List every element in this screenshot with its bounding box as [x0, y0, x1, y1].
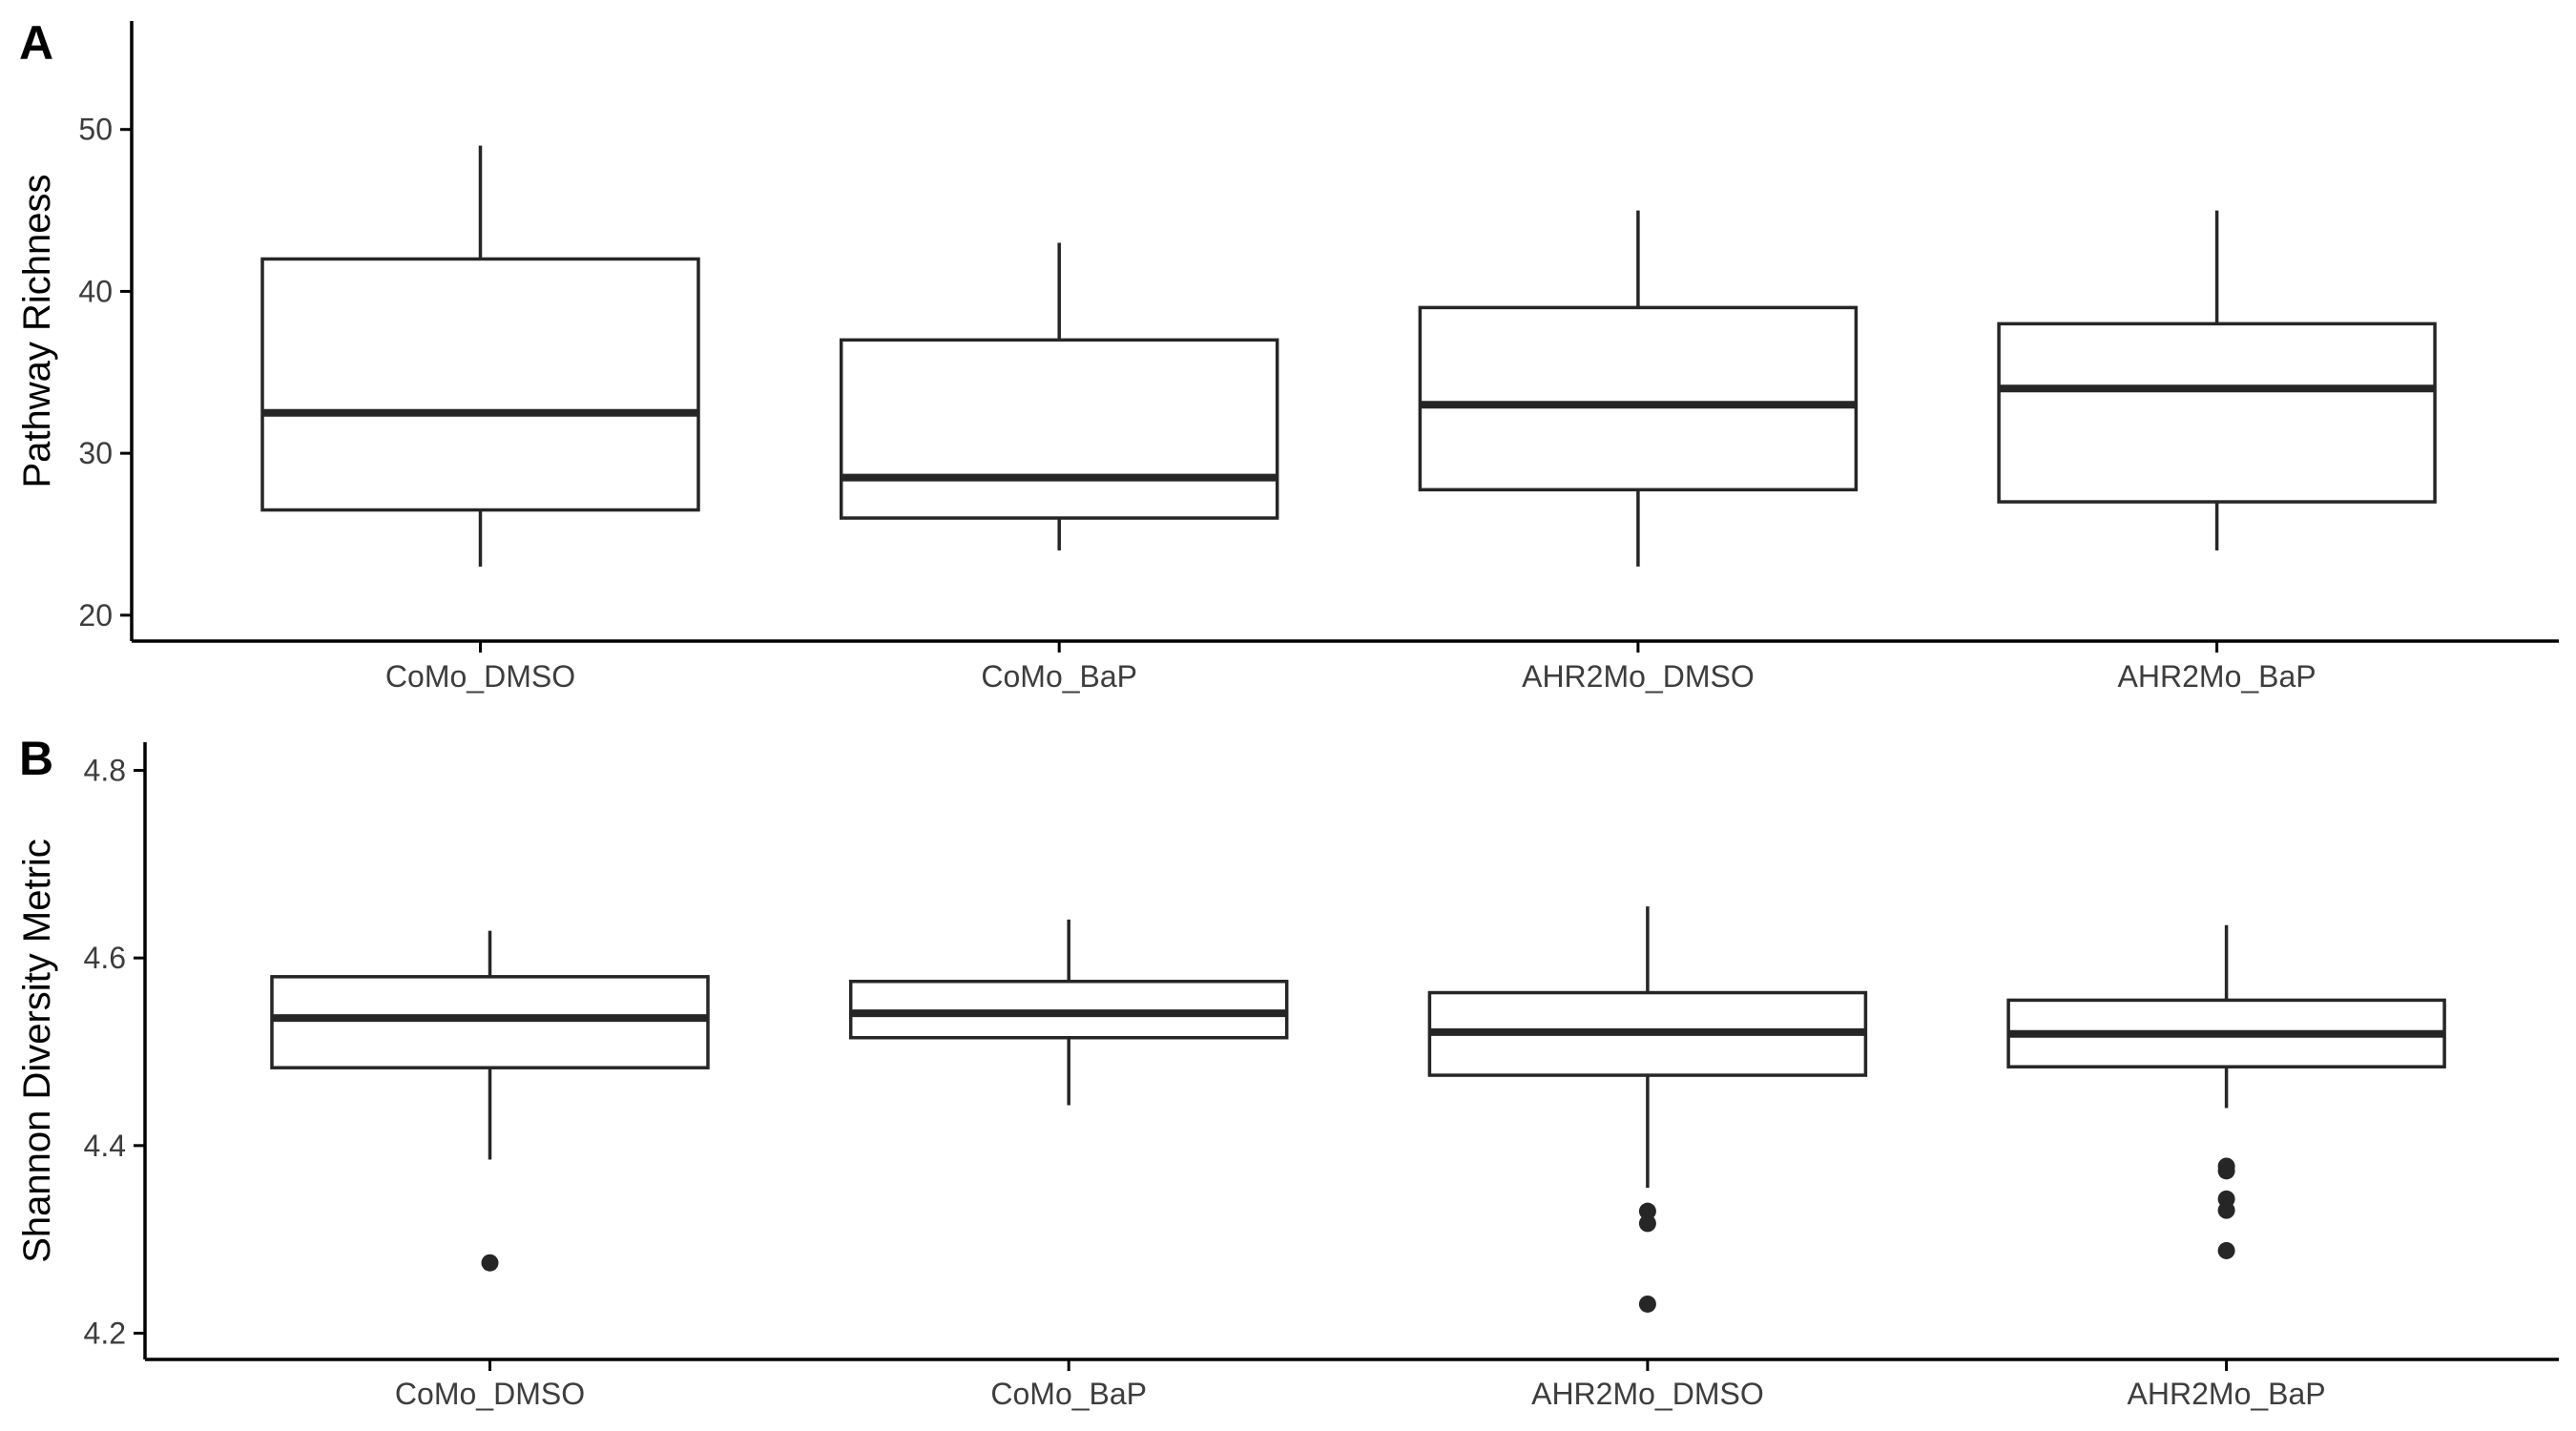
panel-letter: A — [19, 16, 53, 70]
box-como-bap — [848, 919, 1289, 1106]
outlier-point — [1638, 1295, 1656, 1313]
y-tick-label: 30 — [78, 436, 113, 470]
x-tick-label: CoMo_BaP — [981, 659, 1137, 694]
x-tick-label: CoMo_DMSO — [385, 659, 575, 694]
x-tick-label: AHR2Mo_BaP — [2118, 659, 2316, 694]
panel-a: A Pathway Richness 20 30 40 50 CoMo_DMSO CoMo_B… — [16, 16, 2559, 694]
y-axis-label: Pathway Richness — [16, 174, 58, 487]
box-como-bap — [839, 242, 1279, 550]
panel-b: B Shannon Diversity Metric 4.2 4.4 4.6 4.8 CoM… — [16, 732, 2559, 1411]
x-tick-label: CoMo_BaP — [990, 1377, 1147, 1411]
y-tick-label: 4.4 — [84, 1129, 126, 1163]
outlier-point — [1638, 1202, 1656, 1220]
x-tick-label: CoMo_DMSO — [395, 1377, 585, 1411]
box-rect — [1418, 305, 1859, 492]
x-tick-label: AHR2Mo_DMSO — [1522, 659, 1755, 694]
box-ahr2mo-bap — [2006, 924, 2446, 1259]
x-tick-label: AHR2Mo_BaP — [2128, 1377, 2326, 1411]
y-tick-label: 50 — [78, 113, 113, 147]
outlier-point — [1638, 1214, 1656, 1233]
x-tick-label: AHR2Mo_DMSO — [1531, 1377, 1764, 1411]
y-tick-label: 20 — [78, 598, 113, 633]
panel-letter: B — [19, 732, 53, 785]
box-ahr2mo-dmso — [1427, 906, 1868, 1313]
box-como-dmso — [260, 145, 700, 567]
outlier-point — [2217, 1241, 2235, 1259]
y-tick-label: 4.8 — [84, 753, 126, 787]
box-rect — [260, 257, 700, 512]
box-ahr2mo-bap — [1997, 210, 2437, 550]
box-ahr2mo-dmso — [1418, 210, 1859, 567]
y-tick-label: 40 — [78, 274, 113, 308]
y-axis-label: Shannon Diversity Metric — [16, 839, 58, 1263]
outlier-point — [481, 1254, 499, 1272]
box-rect — [839, 338, 1279, 520]
outlier-point — [2217, 1201, 2235, 1219]
box-como-dmso — [270, 930, 710, 1272]
box-rect — [270, 975, 710, 1069]
outlier-point — [2217, 1162, 2235, 1180]
box-rect — [1997, 321, 2437, 504]
y-tick-label: 4.6 — [84, 941, 126, 975]
y-tick-label: 4.2 — [84, 1316, 126, 1350]
